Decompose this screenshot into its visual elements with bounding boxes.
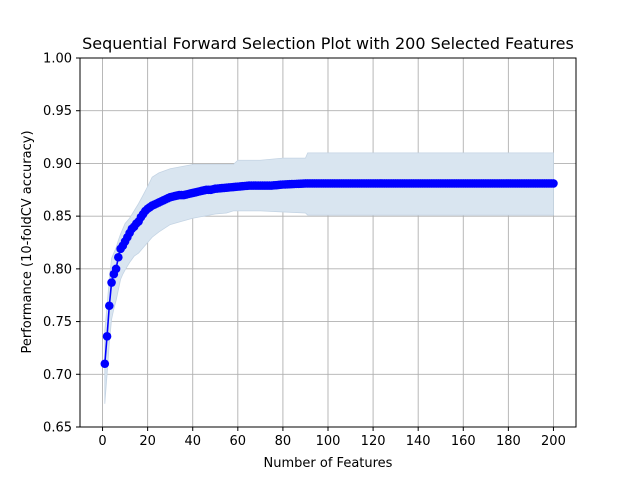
- x-tick-label: 60: [230, 434, 247, 449]
- x-tick-label: 120: [361, 434, 386, 449]
- data-point: [549, 179, 558, 188]
- data-point: [105, 301, 114, 311]
- y-tick-label: 0.70: [43, 368, 72, 383]
- series-points: [100, 179, 558, 369]
- y-tick-label: 0.65: [43, 421, 72, 436]
- x-tick-label: 0: [98, 434, 106, 449]
- x-tick-label: 200: [541, 434, 566, 449]
- y-tick-label: 0.85: [43, 210, 72, 225]
- x-tick-label: 180: [496, 434, 521, 449]
- x-tick-label: 140: [406, 434, 431, 449]
- y-tick-label: 0.80: [43, 262, 72, 277]
- x-tick-label: 100: [316, 434, 341, 449]
- chart-title: Sequential Forward Selection Plot with 2…: [82, 34, 574, 53]
- y-tick-label: 0.95: [43, 104, 72, 119]
- data-point: [102, 332, 112, 341]
- y-axis-title: Performance (10-foldCV accuracy): [20, 130, 35, 353]
- x-tick-label: 40: [184, 434, 201, 449]
- y-axis: 0.65 0.70 0.75 0.80 0.85 0.90 0.95 1.00: [43, 52, 80, 436]
- data-point: [107, 278, 116, 287]
- y-tick-label: 0.90: [43, 157, 72, 172]
- data-point: [111, 264, 121, 274]
- x-tick-label: 160: [451, 434, 476, 449]
- y-tick-label: 1.00: [43, 52, 72, 67]
- x-tick-label: 80: [275, 434, 292, 449]
- y-tick-label: 0.75: [43, 315, 72, 330]
- x-tick-label: 20: [139, 434, 156, 449]
- plot-area: [79, 57, 577, 428]
- data-point: [100, 359, 110, 369]
- x-axis-title: Number of Features: [264, 456, 393, 471]
- data-point: [114, 252, 123, 262]
- x-axis: 0 20 40 60 80 100 120 140 160 180 200: [98, 427, 566, 449]
- confidence-band: [104, 152, 554, 404]
